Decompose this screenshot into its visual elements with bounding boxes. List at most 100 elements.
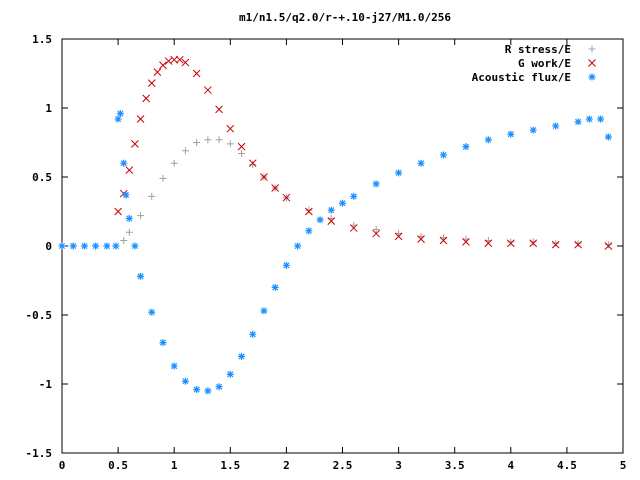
data-point	[92, 242, 100, 250]
data-point	[439, 151, 447, 159]
data-point	[103, 242, 111, 250]
data-point	[204, 86, 212, 94]
data-point	[125, 214, 133, 222]
data-point	[260, 173, 268, 181]
data-point	[69, 242, 77, 250]
data-point	[350, 192, 358, 200]
data-point	[305, 227, 313, 235]
data-point	[215, 105, 223, 114]
data-point	[604, 242, 613, 250]
data-point	[112, 242, 120, 250]
data-point	[125, 228, 133, 236]
data-point	[372, 225, 380, 233]
data-point	[159, 61, 167, 70]
data-point	[249, 161, 257, 169]
data-point	[226, 124, 235, 133]
data-point	[147, 79, 156, 88]
legend-label: G work/E	[518, 57, 571, 70]
axes: 0 0.5 1 1.5 2 2.5 3 3.5 4 4.5 5 -1.5 -1 -0.5 0 0.5 1 1.5	[26, 33, 627, 472]
data-point	[604, 133, 612, 141]
data-point	[529, 238, 537, 246]
data-point	[116, 110, 124, 118]
data-point	[597, 115, 605, 123]
data-point	[484, 136, 492, 144]
legend-label: R stress/E	[505, 43, 571, 56]
x-tick-label: 1.5	[220, 459, 240, 472]
data-point	[394, 232, 403, 241]
data-point	[80, 242, 88, 250]
data-marks	[58, 55, 613, 395]
data-point	[585, 115, 593, 123]
data-point	[137, 272, 145, 280]
chart-title: m1/n1.5/q2.0/r-+.10-j27/M1.0/256	[239, 11, 451, 24]
data-point	[574, 239, 582, 247]
x-tick-label: 3	[395, 459, 402, 472]
y-tick-label: -0.5	[26, 309, 53, 322]
legend-marker	[588, 73, 596, 81]
legend-marker	[588, 45, 596, 53]
data-point	[148, 308, 156, 316]
data-point	[316, 216, 324, 224]
data-point	[462, 238, 470, 246]
y-tick-label: 0.5	[32, 171, 52, 184]
y-tick-label: 1	[45, 102, 52, 115]
data-point	[122, 191, 130, 199]
data-point	[439, 236, 448, 245]
data-point	[238, 150, 246, 158]
data-point	[506, 239, 515, 248]
data-point	[153, 68, 162, 76]
data-point	[574, 118, 582, 126]
data-point	[529, 239, 538, 248]
data-point	[193, 386, 201, 394]
data-point	[271, 184, 280, 192]
data-point	[327, 217, 336, 226]
data-point	[507, 130, 515, 138]
data-point	[238, 352, 246, 360]
data-point	[131, 140, 139, 148]
data-point	[120, 159, 128, 167]
y-tick-label: 0	[45, 240, 52, 253]
data-point	[327, 206, 335, 214]
x-tick-label: 3.5	[445, 459, 465, 472]
data-point	[552, 239, 560, 247]
data-point	[226, 140, 234, 148]
data-point	[372, 229, 381, 238]
data-point	[372, 180, 380, 188]
data-point	[136, 115, 145, 123]
data-point	[170, 55, 179, 64]
data-point	[294, 242, 302, 250]
x-tick-label: 5	[620, 459, 627, 472]
data-point	[142, 94, 151, 103]
data-point	[282, 193, 291, 202]
data-point	[237, 142, 246, 151]
data-point	[125, 166, 134, 174]
data-point	[181, 377, 189, 385]
data-point	[170, 362, 178, 370]
data-point	[193, 139, 201, 146]
data-point	[114, 115, 122, 123]
data-point	[215, 136, 223, 144]
data-point	[114, 207, 122, 216]
data-point	[226, 370, 234, 378]
data-point	[395, 169, 403, 177]
data-point	[339, 199, 346, 207]
data-point	[551, 240, 560, 249]
data-point	[462, 143, 470, 151]
data-point	[249, 330, 257, 338]
data-point	[604, 241, 612, 249]
data-point	[484, 239, 493, 248]
x-tick-label: 0	[59, 459, 66, 472]
series-1	[114, 55, 613, 250]
data-point	[282, 261, 290, 269]
data-point	[175, 55, 184, 64]
data-point	[349, 224, 358, 232]
plot-frame	[61, 38, 624, 454]
x-tick-label: 2	[283, 459, 290, 472]
data-point	[417, 235, 425, 243]
x-tick-label: 4	[507, 459, 514, 472]
data-point	[574, 240, 582, 249]
data-point	[204, 136, 212, 144]
data-point	[181, 58, 190, 67]
data-point	[204, 387, 212, 395]
